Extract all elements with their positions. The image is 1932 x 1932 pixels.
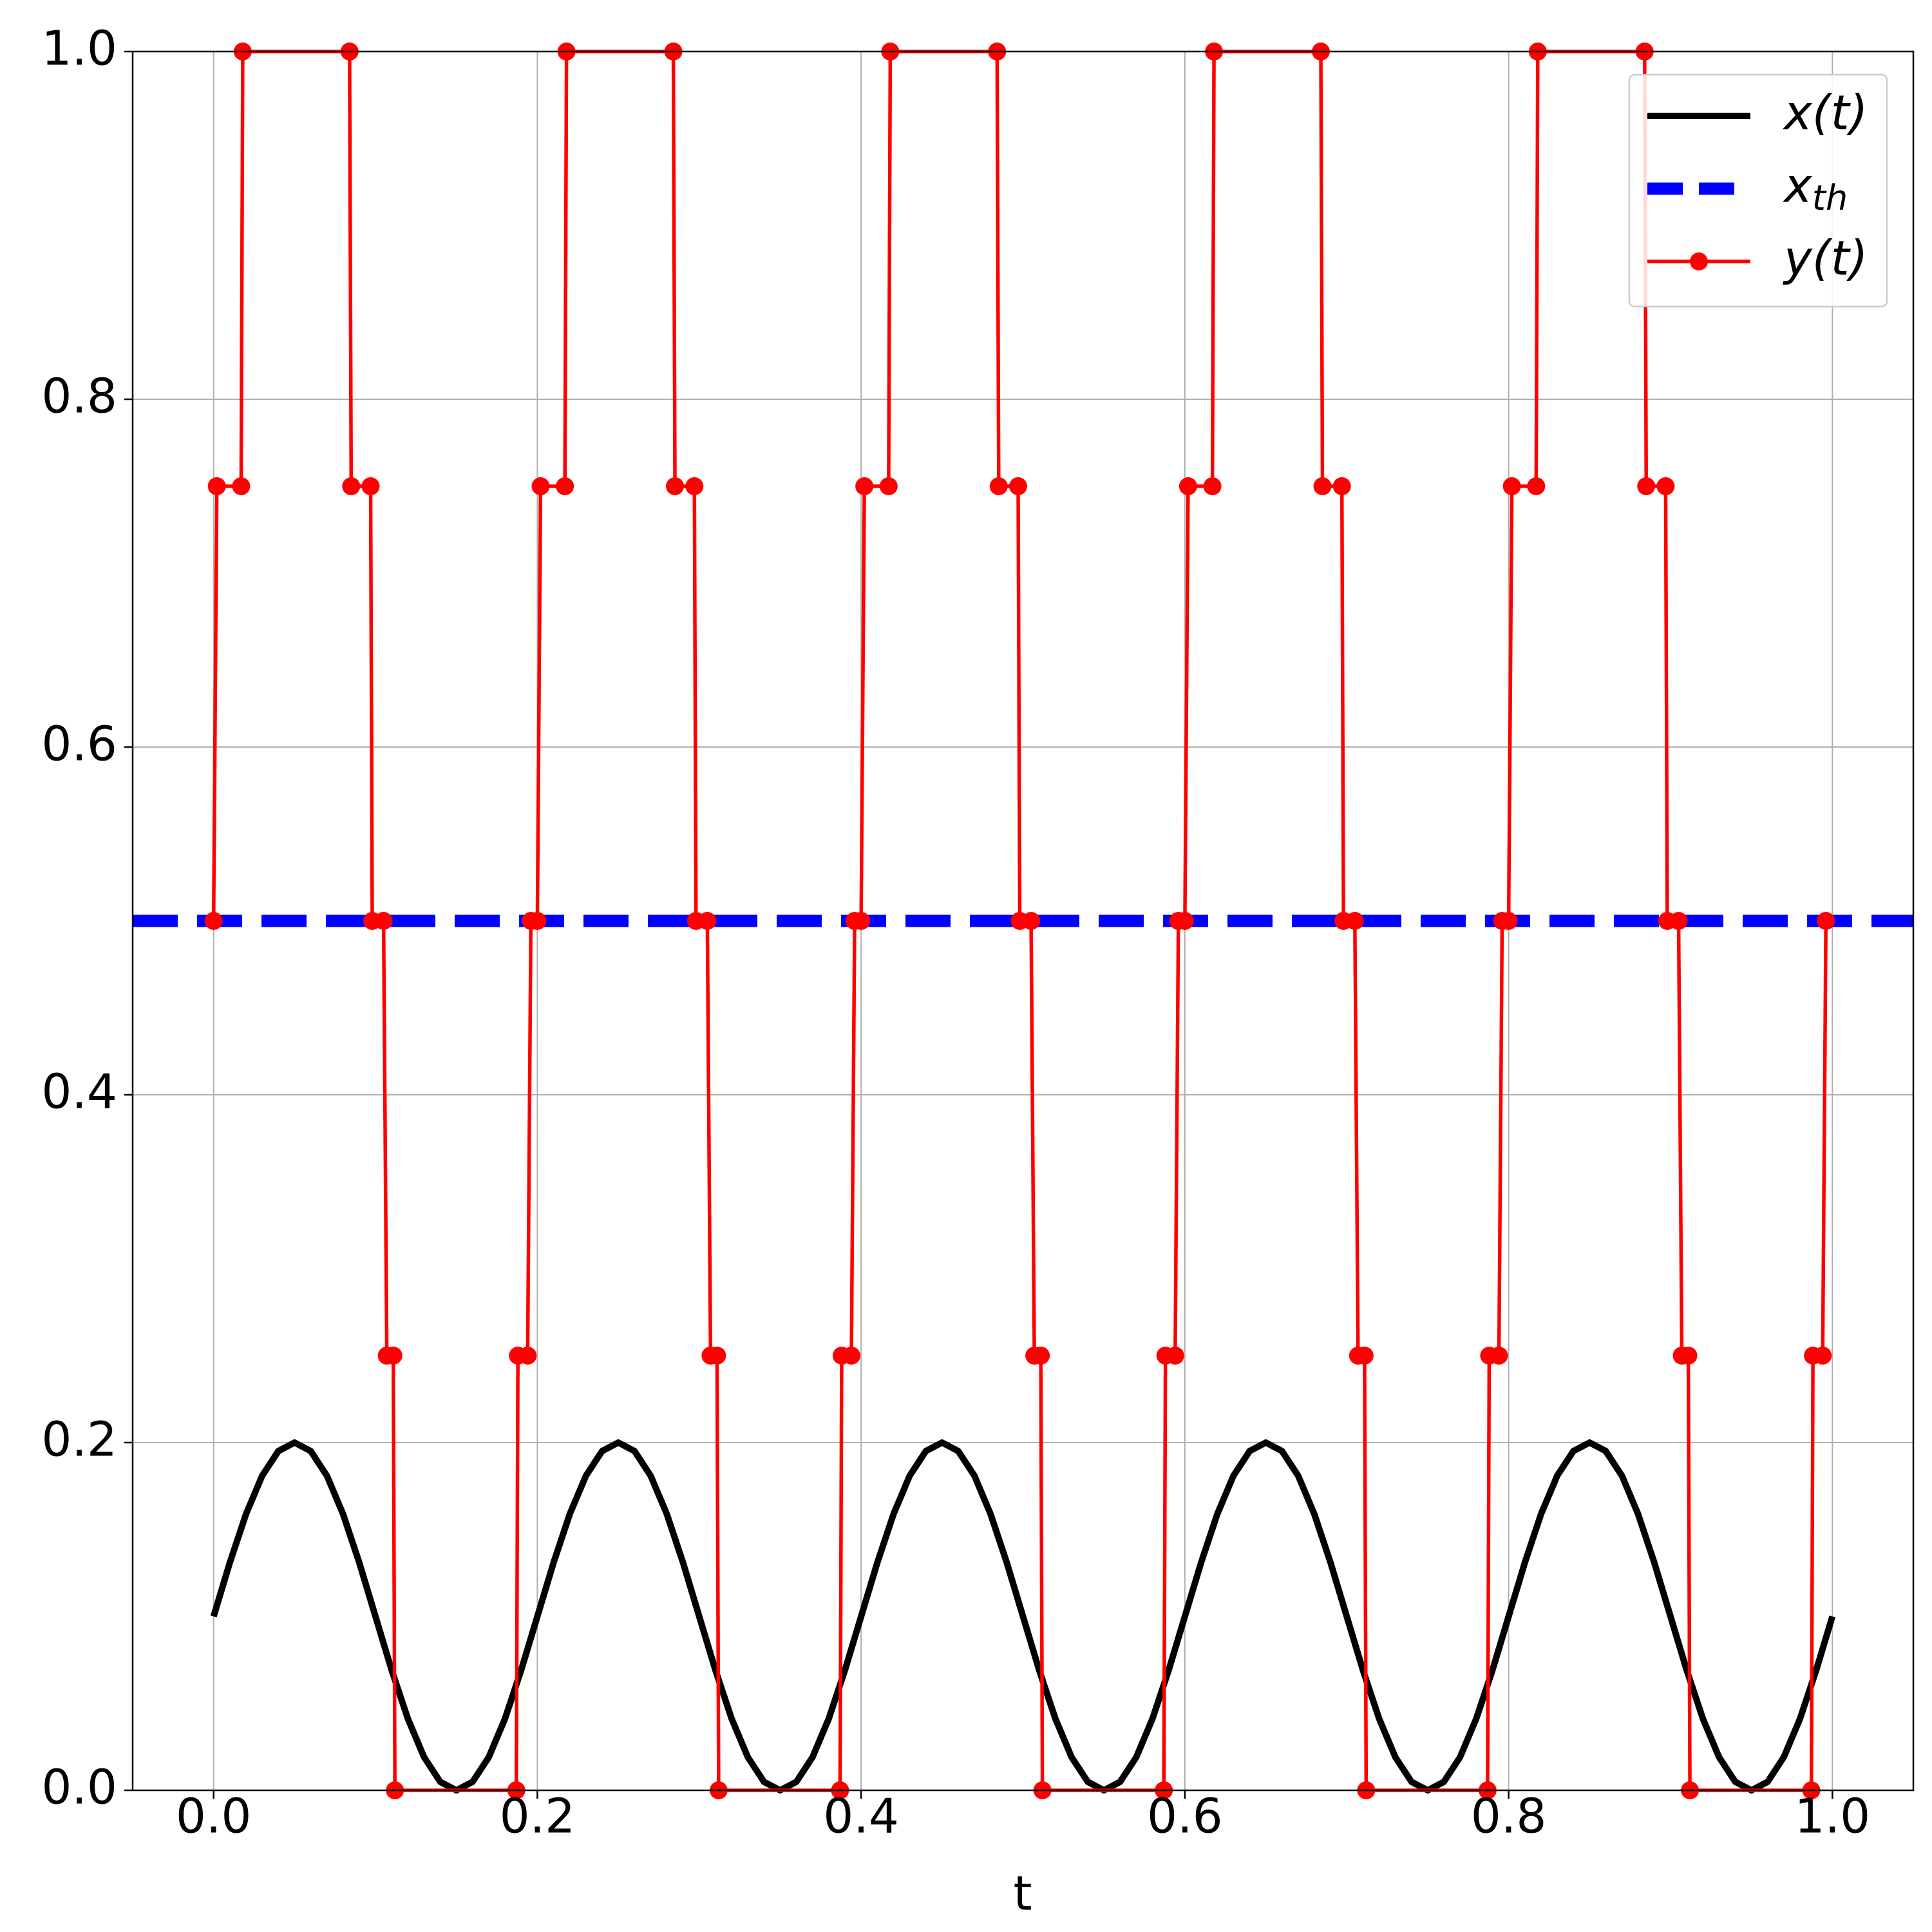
x-axis-label: t xyxy=(1013,1866,1032,1922)
data-point xyxy=(204,912,223,930)
data-point xyxy=(1656,477,1675,495)
tick-layer: 0.0 0.2 0.4 0.6 0.8 1.0 0.0 0.2 0.4 0.6 0.8 1.0 xyxy=(41,21,1870,1844)
data-point xyxy=(384,1347,402,1365)
data-point xyxy=(685,477,704,495)
legend-label: x(t) xyxy=(1783,86,1868,141)
data-point xyxy=(1022,912,1041,930)
data-point xyxy=(528,912,547,930)
data-point xyxy=(708,1347,726,1365)
x-tick-label: 0.8 xyxy=(1471,1789,1547,1844)
data-point xyxy=(1175,912,1194,930)
data-point xyxy=(989,477,1008,495)
data-point xyxy=(374,912,393,930)
y-tick-label: 0.6 xyxy=(41,717,117,772)
data-point xyxy=(1345,912,1364,930)
x-tick-label: 0.4 xyxy=(823,1789,899,1844)
legend-subscript: th xyxy=(1812,178,1848,218)
data-point xyxy=(1313,477,1332,495)
data-point xyxy=(1814,1347,1832,1365)
legend-marker xyxy=(1690,252,1708,270)
data-point xyxy=(855,477,874,495)
data-point xyxy=(698,912,717,930)
legend-box xyxy=(1628,73,1888,308)
data-point xyxy=(232,477,251,495)
y-tick-label: 0.8 xyxy=(41,369,117,424)
data-point xyxy=(852,912,871,930)
data-point xyxy=(1203,477,1222,495)
data-point xyxy=(1669,912,1688,930)
data-point xyxy=(361,477,380,495)
data-point xyxy=(1032,1347,1050,1365)
data-point xyxy=(1502,477,1521,495)
data-point xyxy=(1527,477,1546,495)
data-point xyxy=(207,477,226,495)
data-point xyxy=(556,477,574,495)
x-tick-label: 0.6 xyxy=(1147,1789,1223,1844)
data-point xyxy=(1009,477,1027,495)
data-point xyxy=(518,1347,537,1365)
data-point xyxy=(1817,912,1835,930)
data-point xyxy=(1166,1347,1184,1365)
x-tick-label: 0.2 xyxy=(500,1789,576,1844)
data-point xyxy=(1490,1347,1508,1365)
axes-frame xyxy=(131,50,1915,1792)
data-point xyxy=(1179,477,1197,495)
series-line xyxy=(210,1439,1836,1794)
data-point xyxy=(842,1347,861,1365)
y-tick-label: 0.2 xyxy=(41,1412,117,1468)
data-point xyxy=(666,477,685,495)
y-tick-label: 0.0 xyxy=(41,1760,117,1815)
data-point xyxy=(879,477,898,495)
data-point xyxy=(1637,477,1656,495)
data-point xyxy=(1332,477,1351,495)
data-point xyxy=(531,477,550,495)
plot-layer xyxy=(133,43,1913,1799)
data-point xyxy=(1499,912,1518,930)
data-point xyxy=(342,477,361,495)
x-tick-label: 0.0 xyxy=(176,1789,252,1844)
legend-label: y(t) xyxy=(1783,231,1868,287)
data-point xyxy=(1355,1347,1374,1365)
y-tick-label: 1.0 xyxy=(41,21,117,77)
data-point xyxy=(1679,1347,1698,1365)
x-tick-label: 1.0 xyxy=(1794,1789,1870,1844)
y-tick-label: 0.4 xyxy=(41,1065,117,1120)
